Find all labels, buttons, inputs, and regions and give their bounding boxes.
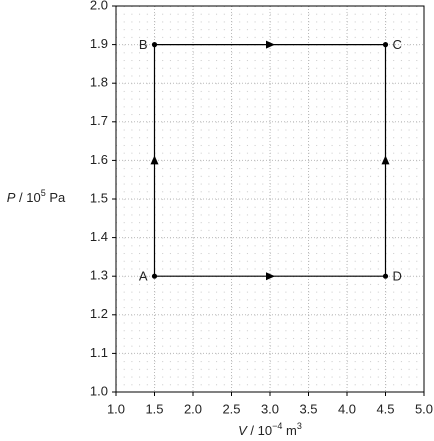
y-tick-label: 1.1	[90, 345, 108, 360]
direction-arrow	[150, 155, 159, 165]
y-axis-label: P / 105 Pa	[7, 188, 66, 205]
direction-arrow	[381, 155, 390, 165]
point-label: A	[139, 269, 148, 284]
point-label: D	[393, 269, 402, 284]
x-axis-label: V / 10−4 m3	[238, 421, 302, 438]
y-tick-label: 1.6	[90, 152, 108, 167]
y-tick-label: 1.2	[90, 306, 108, 321]
y-tick-label: 1.3	[90, 268, 108, 283]
state-point	[382, 42, 389, 48]
y-tick-label: 2.0	[90, 0, 108, 12]
y-tick-label: 1.8	[90, 75, 108, 90]
point-label: B	[139, 37, 148, 52]
y-tick-label: 1.5	[90, 190, 108, 205]
state-point	[382, 273, 389, 279]
y-tick-label: 1.0	[90, 383, 108, 398]
x-tick-label: 2.0	[184, 401, 202, 416]
point-label: C	[393, 37, 402, 52]
state-point	[151, 42, 158, 48]
x-tick-label: 3.5	[299, 401, 317, 416]
y-tick-label: 1.4	[90, 229, 108, 244]
state-point	[151, 273, 158, 279]
x-tick-label: 4.0	[338, 401, 356, 416]
x-tick-label: 2.5	[222, 401, 240, 416]
y-tick-label: 1.9	[90, 36, 108, 51]
x-tick-label: 4.5	[376, 401, 394, 416]
y-tick-label: 1.7	[90, 113, 108, 128]
direction-arrow	[266, 272, 275, 281]
direction-arrow	[266, 40, 275, 49]
x-tick-label: 1.5	[145, 401, 163, 416]
x-tick-label: 1.0	[107, 401, 125, 416]
x-tick-label: 5.0	[415, 401, 433, 416]
x-tick-label: 3.0	[261, 401, 279, 416]
